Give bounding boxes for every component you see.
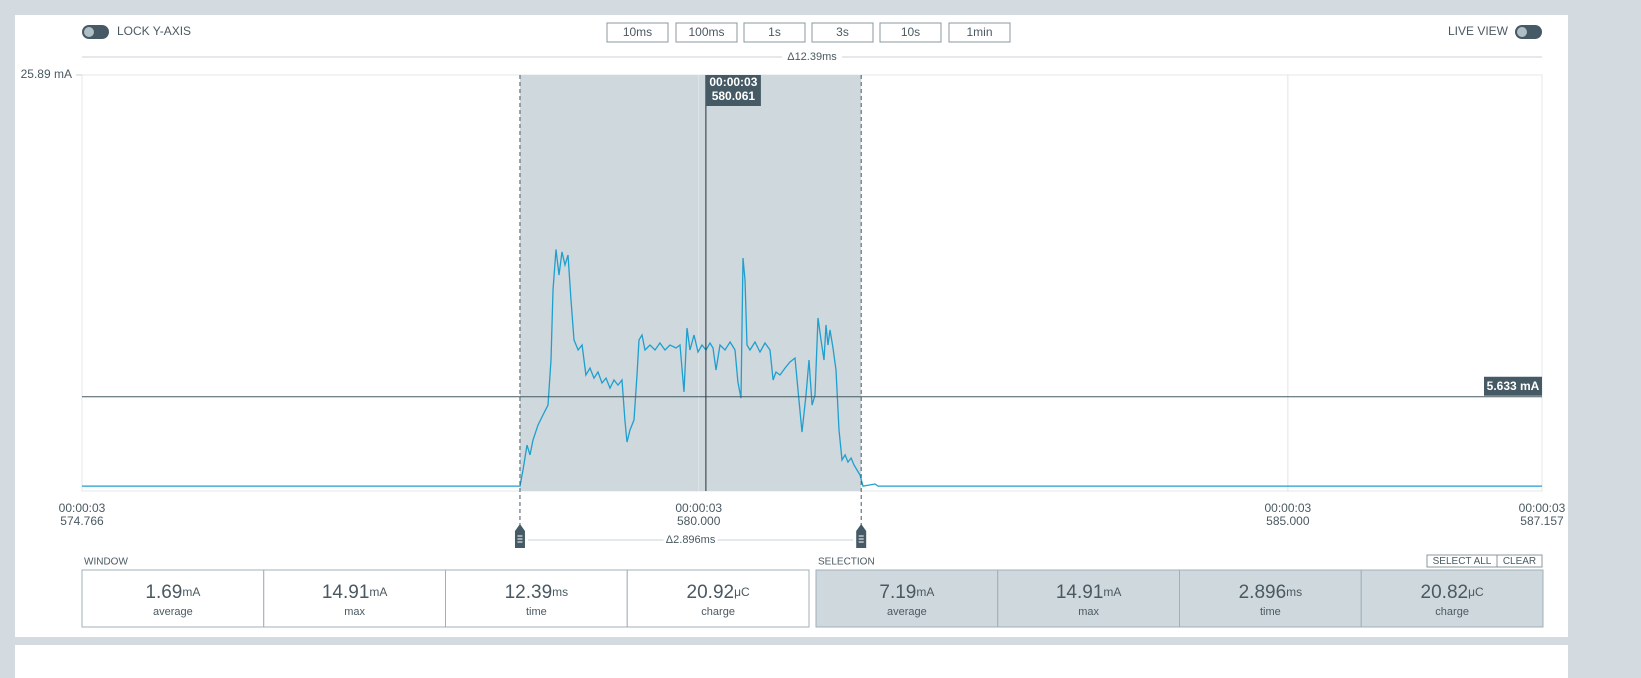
x-tick-time: 00:00:03: [1264, 501, 1311, 515]
stat-name: charge: [1435, 606, 1469, 618]
cursor-value: 580.061: [712, 89, 756, 103]
selection-area: [519, 75, 862, 491]
stat-unit: μC: [734, 585, 750, 599]
stat-value: 14.91mA: [1056, 582, 1122, 603]
selection-delta: Δ2.896ms: [666, 534, 716, 546]
stat-value: 14.91mA: [322, 582, 388, 603]
value-marker-label: 5.633 mA: [1487, 379, 1540, 393]
stat-unit: mA: [916, 585, 934, 599]
current-trace: [82, 249, 1542, 487]
zoom-button-label: 3s: [836, 25, 849, 39]
selection-delta-bg: [663, 533, 718, 547]
stat-unit: μC: [1468, 585, 1484, 599]
stat-unit: ms: [1286, 585, 1302, 599]
stat-number: 7.19: [879, 582, 916, 603]
panel-button-box: [1496, 554, 1543, 568]
zoom-button-box: [743, 22, 806, 43]
stat-cell: [263, 569, 446, 628]
live-toggle[interactable]: [1515, 25, 1542, 39]
cursor-box: [705, 75, 761, 106]
stat-cell: [1179, 569, 1362, 628]
stat-cell: [1360, 569, 1544, 628]
zoom-button-label: 1s: [768, 25, 781, 39]
stat-name: average: [153, 606, 193, 618]
zoom-button[interactable]: 10ms: [606, 22, 669, 43]
panel-button-label: SELECT ALL: [1433, 556, 1492, 567]
stat-cell: [997, 569, 1180, 628]
stat-number: 2.896: [1239, 582, 1287, 603]
zoom-button[interactable]: 100ms: [675, 22, 738, 43]
delta-bg: [782, 50, 842, 64]
stat-name: max: [1078, 606, 1099, 618]
stat-name: charge: [701, 606, 735, 618]
x-tick-label: 587.157: [1520, 514, 1564, 528]
lower-panel: [15, 645, 1568, 678]
stat-name: time: [1260, 606, 1281, 618]
stat-name: time: [526, 606, 547, 618]
lock-toggle[interactable]: [82, 25, 109, 39]
x-tick-label: 574.766: [60, 514, 104, 528]
y-tick-label: 25.89 mA: [21, 67, 72, 81]
stat-number: 20.82: [1421, 582, 1469, 603]
stat-value: 20.92μC: [687, 582, 750, 603]
stat-value: 2.896ms: [1239, 582, 1303, 603]
stat-value: 12.39ms: [505, 582, 569, 603]
zoom-button-label: 100ms: [688, 25, 724, 39]
stat-name: max: [344, 606, 365, 618]
stats-label: SELECTION: [818, 557, 875, 568]
stat-cell: [81, 569, 265, 628]
x-tick-label: 580.000: [677, 514, 721, 528]
cursor-time: 00:00:03: [709, 75, 757, 89]
stat-value: 1.69mA: [145, 582, 200, 603]
stat-unit: mA: [369, 585, 387, 599]
zoom-button-label: 10s: [901, 25, 920, 39]
zoom-button-box: [879, 22, 942, 43]
selection-handle[interactable]: [856, 524, 867, 548]
stat-unit: mA: [182, 585, 200, 599]
zoom-button-box: [948, 22, 1011, 43]
x-tick-time: 00:00:03: [675, 501, 722, 515]
panel-button-label: CLEAR: [1503, 556, 1536, 567]
stat-value: 7.19mA: [879, 582, 934, 603]
zoom-button[interactable]: 1s: [743, 22, 806, 43]
x-tick-time: 00:00:03: [59, 501, 106, 515]
zoom-button-box: [606, 22, 669, 43]
value-marker-box: [1484, 376, 1542, 396]
panel-button[interactable]: CLEAR: [1496, 554, 1543, 568]
stat-number: 14.91: [322, 582, 370, 603]
window-delta: Δ12.39ms: [787, 51, 837, 63]
stats-label: WINDOW: [84, 557, 128, 568]
zoom-button-label: 10ms: [623, 25, 652, 39]
stat-number: 1.69: [145, 582, 182, 603]
zoom-button[interactable]: 1min: [948, 22, 1011, 43]
zoom-button[interactable]: 10s: [879, 22, 942, 43]
stat-number: 20.92: [687, 582, 735, 603]
zoom-button-label: 1min: [966, 25, 992, 39]
stat-name: average: [887, 606, 927, 618]
zoom-button-box: [811, 22, 874, 43]
zoom-button-box: [675, 22, 738, 43]
stat-cell: [445, 569, 628, 628]
zoom-button[interactable]: 3s: [811, 22, 874, 43]
stat-value: 20.82μC: [1421, 582, 1484, 603]
stat-unit: mA: [1103, 585, 1121, 599]
stat-number: 14.91: [1056, 582, 1104, 603]
stat-cell: [626, 569, 810, 628]
x-tick-label: 585.000: [1266, 514, 1310, 528]
lock-label: LOCK Y-AXIS: [117, 24, 191, 38]
panel-button[interactable]: SELECT ALL: [1426, 554, 1498, 568]
selection-handle[interactable]: [514, 524, 525, 548]
x-tick-time: 00:00:03: [1519, 501, 1566, 515]
stat-number: 12.39: [505, 582, 553, 603]
stat-unit: ms: [552, 585, 568, 599]
live-label: LIVE VIEW: [1448, 24, 1509, 38]
